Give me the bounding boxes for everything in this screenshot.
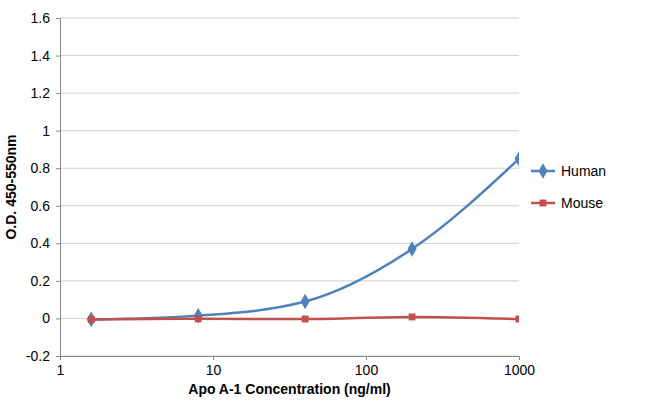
grid-line xyxy=(60,55,519,56)
y-axis-line xyxy=(56,19,61,357)
legend-marker xyxy=(539,163,548,179)
y-tick-label: 0 xyxy=(42,310,50,326)
y-tick-mark xyxy=(56,243,60,244)
y-tick-mark xyxy=(56,168,60,169)
y-tick-label: 0.6 xyxy=(31,198,51,214)
y-tick-label: 1.6 xyxy=(31,10,51,26)
x-tick-label: 10 xyxy=(206,362,222,378)
y-tick-label: 0.2 xyxy=(31,273,51,289)
y-tick-mark xyxy=(56,356,60,357)
grid xyxy=(60,18,519,356)
legend-label: Human xyxy=(561,163,606,179)
grid-line xyxy=(60,18,519,19)
marker xyxy=(409,313,416,320)
grid-line xyxy=(60,243,519,244)
x-axis: 1 10 100 1000 xyxy=(57,356,536,378)
y-tick: 0.8 xyxy=(31,160,60,176)
y-tick-mark xyxy=(56,93,60,94)
y-tick-label: 0.4 xyxy=(31,235,51,251)
x-tick: 1 xyxy=(57,356,65,378)
y-tick: 1.2 xyxy=(31,85,60,101)
marker xyxy=(195,315,202,322)
y-axis: -0.2 0 0.2 0.4 0.6 0.8 1 1.2 1.4 1.6 xyxy=(26,10,61,364)
y-tick-label: 1.4 xyxy=(31,48,51,64)
y-tick: 1.6 xyxy=(31,10,60,26)
grid-line xyxy=(60,205,519,206)
marker xyxy=(515,151,519,167)
series-line xyxy=(91,159,519,320)
x-tick-mark xyxy=(366,356,367,360)
y-tick-mark xyxy=(56,281,60,282)
marker xyxy=(301,294,310,310)
y-tick: 1.4 xyxy=(31,48,60,64)
data-area xyxy=(87,151,519,327)
legend: Human Mouse xyxy=(531,163,606,211)
grid-line xyxy=(60,93,519,94)
marker xyxy=(194,308,203,324)
x-axis-line xyxy=(61,357,520,361)
y-tick: 0.4 xyxy=(31,235,60,251)
marker xyxy=(87,312,96,328)
y-tick-mark xyxy=(56,206,60,207)
y-tick-mark xyxy=(56,56,60,57)
x-tick-mark xyxy=(519,356,520,360)
x-tick-label: 1000 xyxy=(504,362,535,378)
y-tick-label: 1 xyxy=(42,123,50,139)
y-tick-mark xyxy=(56,131,60,132)
y-tick: 0.2 xyxy=(31,273,60,289)
x-tick-mark xyxy=(213,356,214,360)
plot: -0.2 0 0.2 0.4 0.6 0.8 1 1.2 1.4 1.6 1 10 100 1000 xyxy=(26,10,535,378)
x-axis-title: Apo A-1 Concentration (ng/ml) xyxy=(188,381,390,397)
legend-item: Human xyxy=(531,163,606,179)
grid-line xyxy=(60,130,519,131)
y-tick-mark xyxy=(56,18,60,19)
x-tick: 10 xyxy=(206,356,222,378)
legend-item: Mouse xyxy=(531,195,603,211)
grid-line xyxy=(60,280,519,281)
marker xyxy=(516,316,519,323)
y-tick-label: -0.2 xyxy=(26,348,50,364)
y-tick-label: 1.2 xyxy=(31,85,51,101)
y-tick: 1 xyxy=(42,123,60,139)
chart: -0.2 0 0.2 0.4 0.6 0.8 1 1.2 1.4 1.6 1 10 100 1000 Apo… xyxy=(0,0,650,406)
grid-line xyxy=(60,168,519,169)
y-tick-label: 0.8 xyxy=(31,160,51,176)
x-tick-label: 100 xyxy=(355,362,379,378)
marker xyxy=(88,316,95,323)
y-tick: -0.2 xyxy=(26,348,60,364)
marker xyxy=(302,316,309,323)
marker xyxy=(408,241,417,257)
x-tick-mark xyxy=(60,356,61,360)
y-tick: 0.6 xyxy=(31,198,60,214)
legend-marker xyxy=(540,200,547,207)
x-tick: 100 xyxy=(355,356,379,378)
y-tick-mark xyxy=(56,318,60,319)
legend-label: Mouse xyxy=(561,195,603,211)
y-tick: 0 xyxy=(42,310,60,326)
x-tick-label: 1 xyxy=(57,362,65,378)
x-tick: 1000 xyxy=(504,356,535,378)
y-axis-title: O.D. 450-550nm xyxy=(3,134,19,239)
